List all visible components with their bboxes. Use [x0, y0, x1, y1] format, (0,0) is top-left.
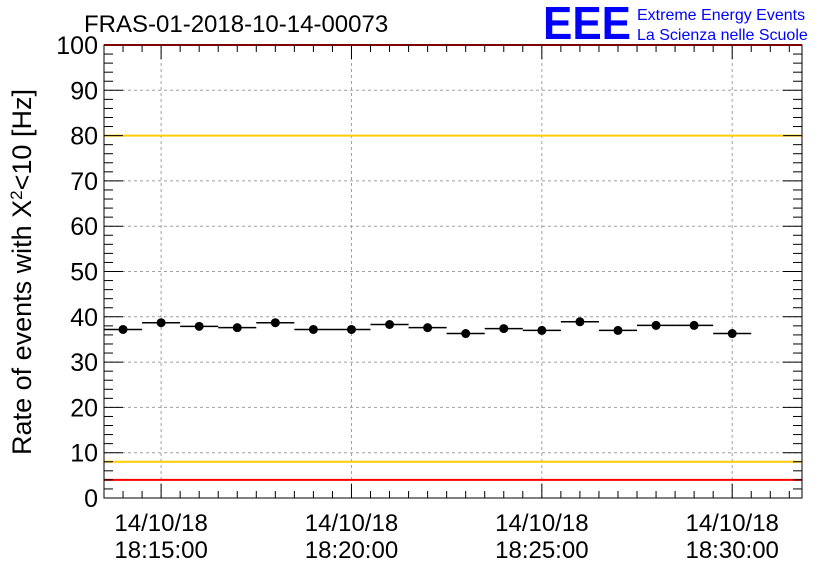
y-tick-label: 0 [84, 485, 98, 513]
data-point [194, 321, 204, 331]
logo-line-1: Extreme Energy Events [637, 7, 805, 24]
y-tick-label: 10 [70, 440, 98, 468]
y-axis-label: Rate of events with X2<10 [Hz] [7, 89, 38, 455]
y-tick-label: 40 [70, 304, 98, 332]
data-point [727, 329, 737, 339]
data-point [232, 323, 242, 333]
eee-logo-mark: EEE [543, 0, 631, 49]
y-tick-label: 30 [70, 349, 98, 377]
y-tick-label: 70 [70, 168, 98, 196]
y-tick-label: 80 [70, 123, 98, 151]
y-tick-label: 20 [70, 394, 98, 422]
y-tick-label: 90 [70, 77, 98, 105]
x-tick-time-label: 18:15:00 [114, 537, 207, 564]
data-point [270, 318, 280, 328]
x-tick-time-label: 18:30:00 [685, 537, 778, 564]
data-point [346, 324, 356, 334]
x-ticks: 14/10/1818:15:0014/10/1818:20:0014/10/18… [114, 45, 790, 564]
data-point [575, 317, 585, 327]
y-tick-label: 50 [70, 259, 98, 287]
data-point [499, 324, 509, 334]
eee-logo: EEE Extreme Energy Events La Scienza nel… [543, 0, 808, 49]
data-points [104, 317, 752, 339]
data-point [689, 320, 699, 330]
x-tick-date-label: 14/10/18 [495, 510, 588, 537]
data-point [118, 324, 128, 334]
data-point [537, 325, 547, 335]
x-tick-time-label: 18:20:00 [305, 537, 398, 564]
data-point [385, 320, 395, 330]
x-tick-date-label: 14/10/18 [305, 510, 398, 537]
chart-title: FRAS-01-2018-10-14-00073 [84, 11, 388, 38]
data-point [156, 318, 166, 328]
data-point [423, 323, 433, 333]
y-tick-label: 60 [70, 213, 98, 241]
x-tick-date-label: 14/10/18 [685, 510, 778, 537]
data-point [613, 325, 623, 335]
grid-lines [104, 45, 802, 498]
logo-line-2: La Scienza nelle Scuole [637, 27, 808, 44]
reference-lines [104, 44, 802, 481]
y-ticks: 0 10 20 30 40 50 60 70 80 90 100 [56, 32, 802, 513]
x-tick-date-label: 14/10/18 [114, 510, 207, 537]
x-tick-time-label: 18:25:00 [495, 537, 588, 564]
data-point [651, 320, 661, 330]
y-tick-label: 100 [56, 32, 98, 60]
data-point [308, 324, 318, 334]
data-point [461, 329, 471, 339]
